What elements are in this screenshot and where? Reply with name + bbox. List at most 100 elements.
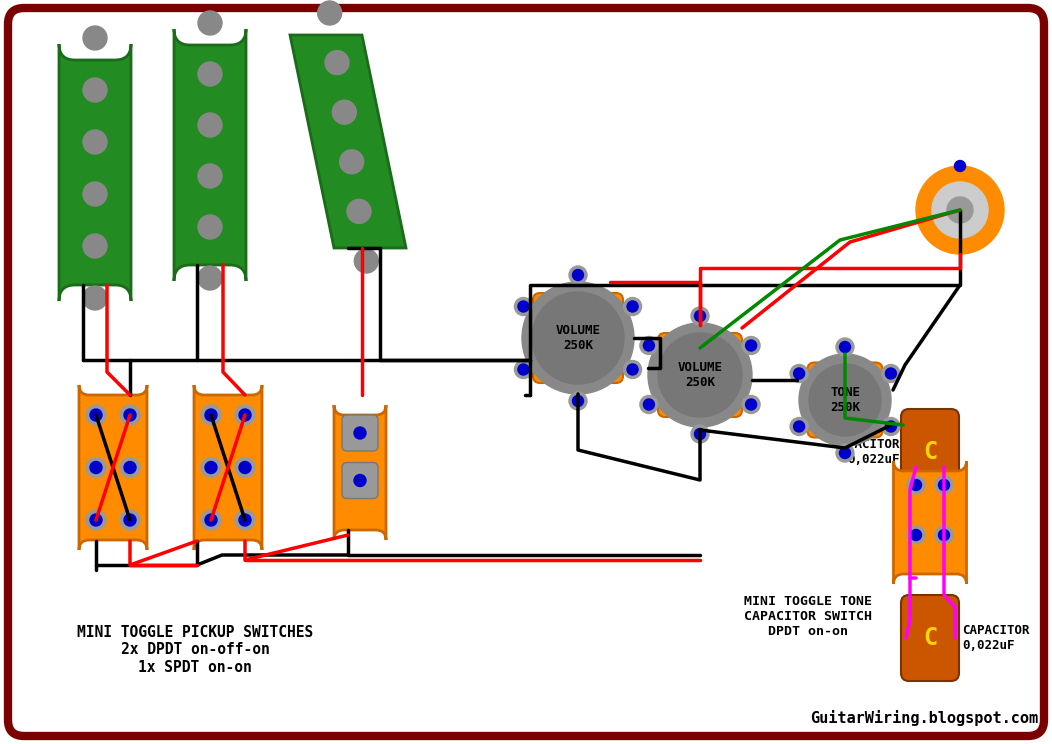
Circle shape [86,510,106,530]
Circle shape [522,282,634,394]
Circle shape [742,396,761,414]
Circle shape [793,368,805,379]
Circle shape [355,249,379,273]
FancyBboxPatch shape [808,362,883,437]
Text: C: C [923,626,937,650]
Text: C: C [923,440,937,464]
Circle shape [340,150,364,174]
Circle shape [947,197,973,223]
Text: VOLUME
250K: VOLUME 250K [677,361,723,389]
Circle shape [83,182,107,206]
FancyBboxPatch shape [174,29,246,281]
Circle shape [624,298,642,315]
Circle shape [938,479,950,490]
Circle shape [572,269,584,280]
Circle shape [809,364,881,436]
Circle shape [658,333,742,417]
Circle shape [938,530,950,540]
Circle shape [198,164,222,188]
Circle shape [742,336,761,354]
Circle shape [839,447,850,458]
Circle shape [318,1,342,25]
Circle shape [198,113,222,137]
Circle shape [124,409,136,421]
FancyBboxPatch shape [342,463,378,498]
Circle shape [648,323,752,427]
Circle shape [83,286,107,310]
FancyBboxPatch shape [533,293,623,383]
FancyBboxPatch shape [59,44,132,301]
Circle shape [644,399,654,410]
Circle shape [907,476,925,494]
Circle shape [198,11,222,35]
Circle shape [239,461,251,473]
Text: CAPACITOR
0,022uF: CAPACITOR 0,022uF [962,624,1030,652]
Circle shape [90,461,102,473]
Circle shape [935,476,953,494]
FancyBboxPatch shape [194,385,262,550]
Circle shape [644,340,654,351]
Circle shape [514,298,532,315]
Circle shape [235,405,255,425]
FancyBboxPatch shape [893,461,967,584]
Text: CAPACITOR
0,022uF: CAPACITOR 0,022uF [832,438,901,466]
FancyBboxPatch shape [658,333,742,417]
Circle shape [201,405,221,425]
Circle shape [627,364,639,375]
Circle shape [518,364,529,375]
Text: MINI TOGGLE PICKUP SWITCHES
2x DPDT on-off-on
1x SPDT on-on: MINI TOGGLE PICKUP SWITCHES 2x DPDT on-o… [77,625,313,675]
Text: VOLUME
250K: VOLUME 250K [555,324,601,352]
Circle shape [800,354,891,446]
Circle shape [90,409,102,421]
FancyBboxPatch shape [333,405,386,540]
Circle shape [86,405,106,425]
Circle shape [790,417,808,435]
Circle shape [836,444,854,462]
Circle shape [124,514,136,526]
Circle shape [836,338,854,356]
FancyBboxPatch shape [342,415,378,451]
Circle shape [624,361,642,379]
Circle shape [907,526,925,544]
Circle shape [932,182,988,238]
Circle shape [120,458,140,478]
FancyBboxPatch shape [901,409,959,495]
Circle shape [569,266,587,284]
Text: TONE
250K: TONE 250K [830,386,859,414]
Circle shape [201,458,221,478]
Circle shape [910,479,922,490]
Circle shape [935,526,953,544]
Circle shape [691,307,709,325]
FancyBboxPatch shape [79,385,147,550]
Circle shape [239,514,251,526]
Circle shape [83,130,107,154]
Circle shape [694,429,706,440]
FancyBboxPatch shape [8,8,1044,736]
Circle shape [198,266,222,290]
Circle shape [332,100,357,124]
Circle shape [572,396,584,406]
Polygon shape [290,35,406,248]
Circle shape [532,292,624,384]
Circle shape [235,510,255,530]
Circle shape [569,392,587,410]
Circle shape [910,530,922,540]
Circle shape [790,365,808,382]
Circle shape [205,409,217,421]
Circle shape [235,458,255,478]
Circle shape [205,461,217,473]
Circle shape [120,405,140,425]
Circle shape [746,340,756,351]
Circle shape [90,514,102,526]
Circle shape [120,510,140,530]
Circle shape [691,425,709,443]
Text: GuitarWiring.blogspot.com: GuitarWiring.blogspot.com [810,710,1038,726]
Circle shape [514,361,532,379]
Circle shape [239,409,251,421]
Circle shape [347,199,371,223]
Circle shape [793,421,805,432]
Circle shape [839,341,850,353]
Circle shape [355,427,366,439]
Circle shape [205,514,217,526]
Circle shape [694,310,706,321]
